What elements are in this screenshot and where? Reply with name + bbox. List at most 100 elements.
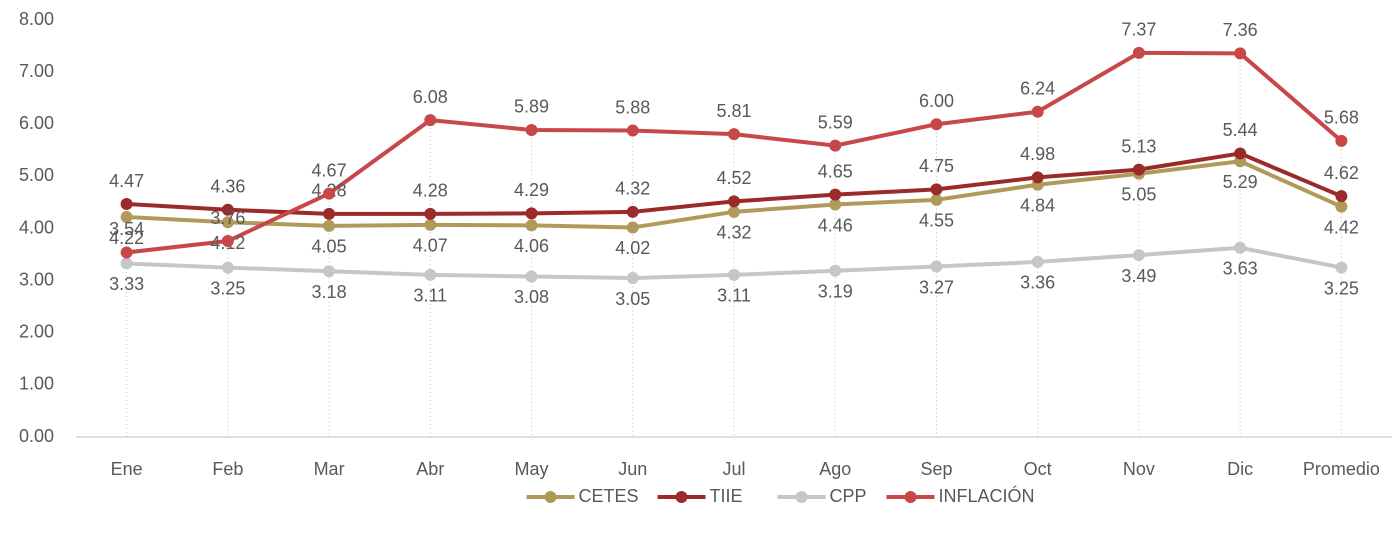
data-label: 3.36 <box>1020 273 1055 293</box>
marker <box>120 198 133 211</box>
marker <box>930 193 943 206</box>
data-label: 4.32 <box>716 223 751 243</box>
marker <box>728 195 740 208</box>
data-label: 3.18 <box>312 282 347 302</box>
data-label: 4.62 <box>1324 163 1359 183</box>
marker <box>525 207 538 220</box>
marker <box>829 139 842 152</box>
data-label: 3.25 <box>210 278 245 298</box>
data-label: 5.44 <box>1223 120 1258 140</box>
data-label: 7.36 <box>1223 20 1258 40</box>
marker <box>323 219 336 232</box>
y-tick-label: 1.00 <box>19 374 54 394</box>
data-label: 3.33 <box>109 274 144 294</box>
marker <box>1335 134 1348 147</box>
data-label: 5.05 <box>1121 185 1156 205</box>
x-tick-label: Abr <box>416 459 444 479</box>
marker <box>221 261 234 274</box>
data-label: 4.98 <box>1020 144 1055 164</box>
y-tick-label: 3.00 <box>19 269 54 289</box>
x-tick-label: Feb <box>212 459 243 479</box>
legend-marker <box>904 491 917 503</box>
x-tick-label: Ago <box>819 459 851 479</box>
data-label: 3.19 <box>818 281 853 301</box>
data-label: 4.32 <box>615 179 650 199</box>
marker <box>424 268 437 281</box>
data-label: 3.05 <box>615 289 650 309</box>
data-label: 4.22 <box>109 228 144 248</box>
data-label: 7.37 <box>1121 20 1156 40</box>
data-label: 4.29 <box>514 180 549 200</box>
data-label: 4.36 <box>210 176 245 196</box>
marker <box>1234 147 1247 160</box>
x-tick-label: Promedio <box>1303 459 1380 479</box>
legend-label: INFLACIÓN <box>939 485 1035 506</box>
marker <box>728 268 740 281</box>
x-tick-label: Mar <box>314 459 345 479</box>
legend-label: TIIE <box>710 486 743 506</box>
marker <box>626 124 639 137</box>
x-tick-label: Nov <box>1123 459 1155 479</box>
marker <box>221 216 234 229</box>
marker <box>1335 190 1348 203</box>
data-label: 5.59 <box>818 112 853 132</box>
y-tick-label: 5.00 <box>19 165 54 185</box>
data-label: 6.24 <box>1020 78 1055 98</box>
marker <box>120 211 133 224</box>
legend-marker <box>795 491 808 503</box>
data-label: 4.05 <box>312 237 347 257</box>
marker <box>930 260 943 273</box>
marker <box>525 123 538 136</box>
marker <box>728 205 740 218</box>
marker <box>1234 241 1247 254</box>
y-tick-label: 7.00 <box>19 61 54 81</box>
marker <box>221 235 234 248</box>
marker <box>120 246 133 259</box>
marker <box>525 270 538 283</box>
data-label: 5.89 <box>514 97 549 117</box>
data-label: 6.08 <box>413 87 448 107</box>
data-label: 5.13 <box>1121 136 1156 156</box>
marker <box>1132 163 1145 176</box>
y-tick-label: 4.00 <box>19 217 54 237</box>
data-label: 4.02 <box>615 238 650 258</box>
data-label: 3.11 <box>717 286 751 306</box>
data-label: 4.67 <box>312 160 347 180</box>
data-label: 5.81 <box>716 101 751 121</box>
data-label: 4.47 <box>109 171 144 191</box>
marker <box>424 218 437 231</box>
marker <box>323 187 336 200</box>
legend-marker <box>544 491 557 503</box>
x-tick-label: Jul <box>722 459 745 479</box>
data-label: 4.06 <box>514 236 549 256</box>
marker <box>424 114 437 127</box>
x-tick-label: Dic <box>1227 459 1253 479</box>
marker <box>829 264 842 277</box>
x-tick-label: Oct <box>1024 459 1052 479</box>
x-tick-label: Sep <box>920 459 952 479</box>
marker <box>1031 171 1044 184</box>
x-tick-label: Jun <box>618 459 647 479</box>
y-tick-label: 6.00 <box>19 113 54 133</box>
legend-label: CETES <box>579 486 639 506</box>
marker <box>626 205 639 218</box>
data-label: 3.76 <box>210 208 245 228</box>
marker <box>1132 249 1145 262</box>
data-label: 4.65 <box>818 161 853 181</box>
data-label: 5.29 <box>1223 172 1258 192</box>
marker <box>626 221 639 234</box>
marker <box>829 188 842 201</box>
data-label: 3.27 <box>919 277 954 297</box>
data-label: 3.63 <box>1223 259 1258 279</box>
data-label: 4.52 <box>716 168 751 188</box>
marker <box>120 257 133 270</box>
marker <box>930 183 943 196</box>
data-label: 3.25 <box>1324 278 1359 298</box>
y-tick-label: 0.00 <box>19 426 54 446</box>
marker <box>829 198 842 211</box>
x-tick-label: Ene <box>111 459 143 479</box>
marker <box>1031 255 1044 268</box>
data-label: 4.55 <box>919 211 954 231</box>
data-label: 3.08 <box>514 287 549 307</box>
legend-label: CPP <box>830 486 867 506</box>
